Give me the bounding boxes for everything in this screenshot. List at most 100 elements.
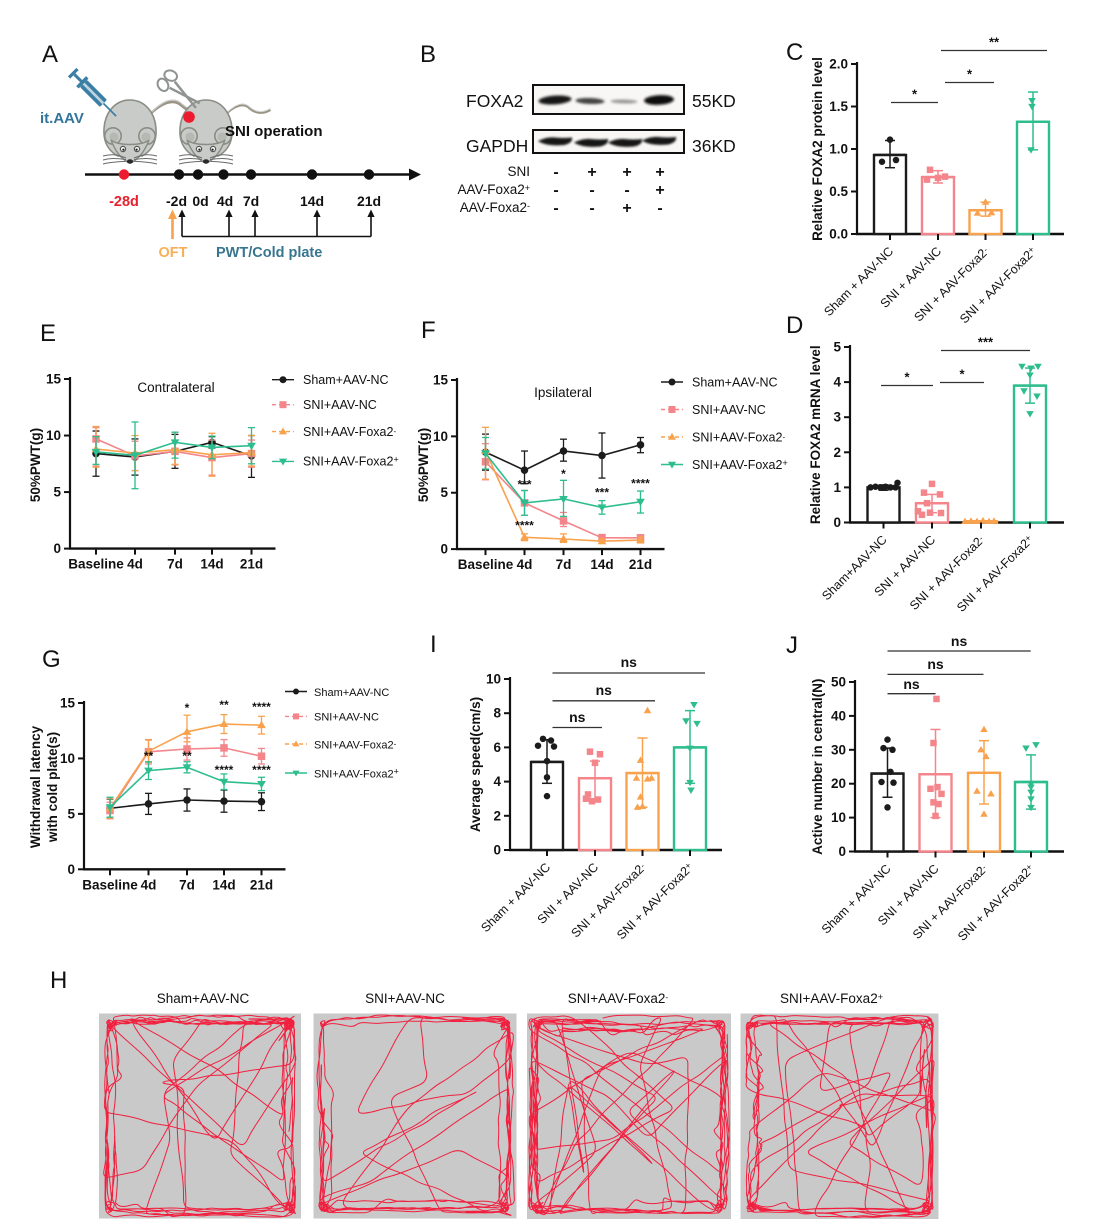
svg-text:10: 10 — [433, 429, 448, 444]
svg-text:**: ** — [144, 749, 154, 763]
svg-text:0.5: 0.5 — [829, 184, 848, 199]
svg-text:SNI+AAV-Foxa2+: SNI+AAV-Foxa2+ — [314, 767, 399, 781]
svg-text:10: 10 — [60, 751, 75, 766]
svg-text:*: * — [967, 67, 973, 82]
svg-text:21d: 21d — [250, 877, 273, 892]
svg-text:3: 3 — [833, 410, 841, 425]
svg-text:F: F — [421, 317, 436, 344]
svg-text:-2d: -2d — [166, 193, 187, 209]
svg-text:SNI+AAV-Foxa2+: SNI+AAV-Foxa2+ — [692, 458, 788, 472]
svg-text:15: 15 — [46, 372, 62, 387]
svg-text:SNI+AAV-Foxa2-: SNI+AAV-Foxa2- — [568, 991, 669, 1006]
svg-text:0: 0 — [493, 843, 501, 858]
svg-text:AAV-Foxa2-: AAV-Foxa2- — [460, 200, 530, 215]
svg-text:1.5: 1.5 — [829, 99, 848, 114]
svg-text:20: 20 — [831, 776, 846, 791]
svg-text:50: 50 — [831, 675, 846, 690]
svg-text:4d: 4d — [517, 557, 533, 572]
svg-text:**: ** — [989, 35, 1000, 50]
svg-text:***: *** — [517, 478, 531, 492]
svg-text:****: **** — [515, 519, 534, 533]
svg-text:Sham+AAV-NC: Sham+AAV-NC — [692, 375, 778, 389]
svg-text:B: B — [420, 41, 436, 68]
svg-text:10: 10 — [46, 428, 61, 443]
svg-text:*: * — [185, 701, 190, 715]
svg-text:Relative FOXA2 protein level: Relative FOXA2 protein level — [810, 57, 825, 241]
svg-text:15: 15 — [433, 373, 449, 388]
svg-text:+: + — [587, 164, 596, 181]
svg-text:G: G — [42, 646, 61, 673]
svg-text:****: **** — [252, 763, 271, 777]
svg-text:-: - — [624, 182, 629, 199]
svg-text:-: - — [553, 164, 558, 181]
svg-text:14d: 14d — [590, 557, 613, 572]
svg-text:****: **** — [631, 476, 650, 490]
svg-text:0.0: 0.0 — [829, 227, 848, 242]
svg-text:Sham+AAV-NC: Sham+AAV-NC — [303, 373, 389, 387]
svg-text:SNI operation: SNI operation — [225, 123, 323, 140]
svg-text:Sham+AAV-NC: Sham+AAV-NC — [314, 687, 389, 699]
svg-text:PWT/Cold plate: PWT/Cold plate — [216, 245, 322, 261]
svg-text:-28d: -28d — [109, 194, 139, 210]
svg-text:FOXA2: FOXA2 — [466, 91, 523, 111]
svg-text:0d: 0d — [192, 193, 208, 209]
svg-text:0: 0 — [440, 542, 448, 557]
svg-text:****: **** — [252, 700, 271, 714]
svg-text:Baseline: Baseline — [458, 557, 514, 572]
svg-text:4: 4 — [493, 774, 501, 789]
svg-text:36KD: 36KD — [692, 136, 736, 156]
svg-text:0: 0 — [838, 844, 846, 859]
svg-text:SNI+AAV-Foxa2-: SNI+AAV-Foxa2- — [692, 430, 785, 444]
svg-text:6: 6 — [493, 740, 501, 755]
svg-text:with cold plate(s): with cold plate(s) — [45, 732, 60, 843]
svg-text:-: - — [589, 200, 594, 217]
svg-text:H: H — [50, 967, 67, 994]
svg-text:****: **** — [215, 763, 234, 777]
svg-text:ns: ns — [927, 656, 944, 672]
svg-text:2: 2 — [493, 808, 501, 823]
svg-text:ns: ns — [621, 654, 638, 670]
svg-text:50%PWT(g): 50%PWT(g) — [28, 428, 43, 502]
svg-text:15: 15 — [60, 696, 76, 711]
svg-text:14d: 14d — [200, 557, 223, 572]
svg-text:*: * — [561, 467, 566, 481]
svg-text:Withdrawal latency: Withdrawal latency — [28, 725, 43, 848]
svg-text:0: 0 — [53, 541, 61, 556]
svg-text:7d: 7d — [167, 557, 183, 572]
svg-text:Active number in central(N): Active number in central(N) — [810, 679, 825, 855]
svg-text:it.AAV: it.AAV — [40, 110, 84, 127]
svg-text:SNI+AAV-Foxa2-: SNI+AAV-Foxa2- — [303, 425, 396, 439]
svg-text:SNI+AAV-Foxa2+: SNI+AAV-Foxa2+ — [780, 991, 883, 1006]
svg-text:ns: ns — [951, 633, 968, 649]
svg-text:Ipsilateral: Ipsilateral — [534, 385, 592, 400]
svg-text:2: 2 — [833, 445, 841, 460]
svg-text:I: I — [430, 631, 437, 658]
svg-text:0: 0 — [67, 862, 75, 877]
svg-text:-: - — [553, 182, 558, 199]
svg-text:**: ** — [182, 749, 192, 763]
svg-text:ns: ns — [569, 709, 586, 725]
svg-text:5: 5 — [53, 485, 61, 500]
svg-text:SNI+AAV-NC: SNI+AAV-NC — [303, 398, 377, 412]
svg-text:SNI+AAV-NC: SNI+AAV-NC — [692, 403, 766, 417]
svg-text:7d: 7d — [243, 193, 259, 209]
svg-text:***: *** — [978, 335, 994, 350]
svg-text:AAV-Foxa2+: AAV-Foxa2+ — [457, 182, 530, 197]
svg-text:8: 8 — [493, 706, 501, 721]
svg-text:0: 0 — [833, 515, 841, 530]
svg-text:Contralateral: Contralateral — [137, 380, 214, 395]
svg-text:SNI+AAV-Foxa2-: SNI+AAV-Foxa2- — [314, 739, 397, 751]
svg-text:Sham+AAV-NC: Sham+AAV-NC — [157, 991, 250, 1006]
svg-text:-: - — [657, 200, 662, 217]
svg-text:-: - — [589, 182, 594, 199]
svg-text:D: D — [786, 312, 803, 339]
svg-text:J: J — [786, 632, 798, 659]
svg-text:+: + — [655, 164, 664, 181]
svg-text:***: *** — [595, 485, 609, 499]
svg-text:7d: 7d — [556, 557, 572, 572]
svg-text:GAPDH: GAPDH — [466, 136, 528, 156]
svg-text:4d: 4d — [127, 557, 143, 572]
svg-text:21d: 21d — [357, 193, 381, 209]
svg-text:Baseline: Baseline — [68, 557, 124, 572]
svg-text:C: C — [786, 39, 803, 66]
